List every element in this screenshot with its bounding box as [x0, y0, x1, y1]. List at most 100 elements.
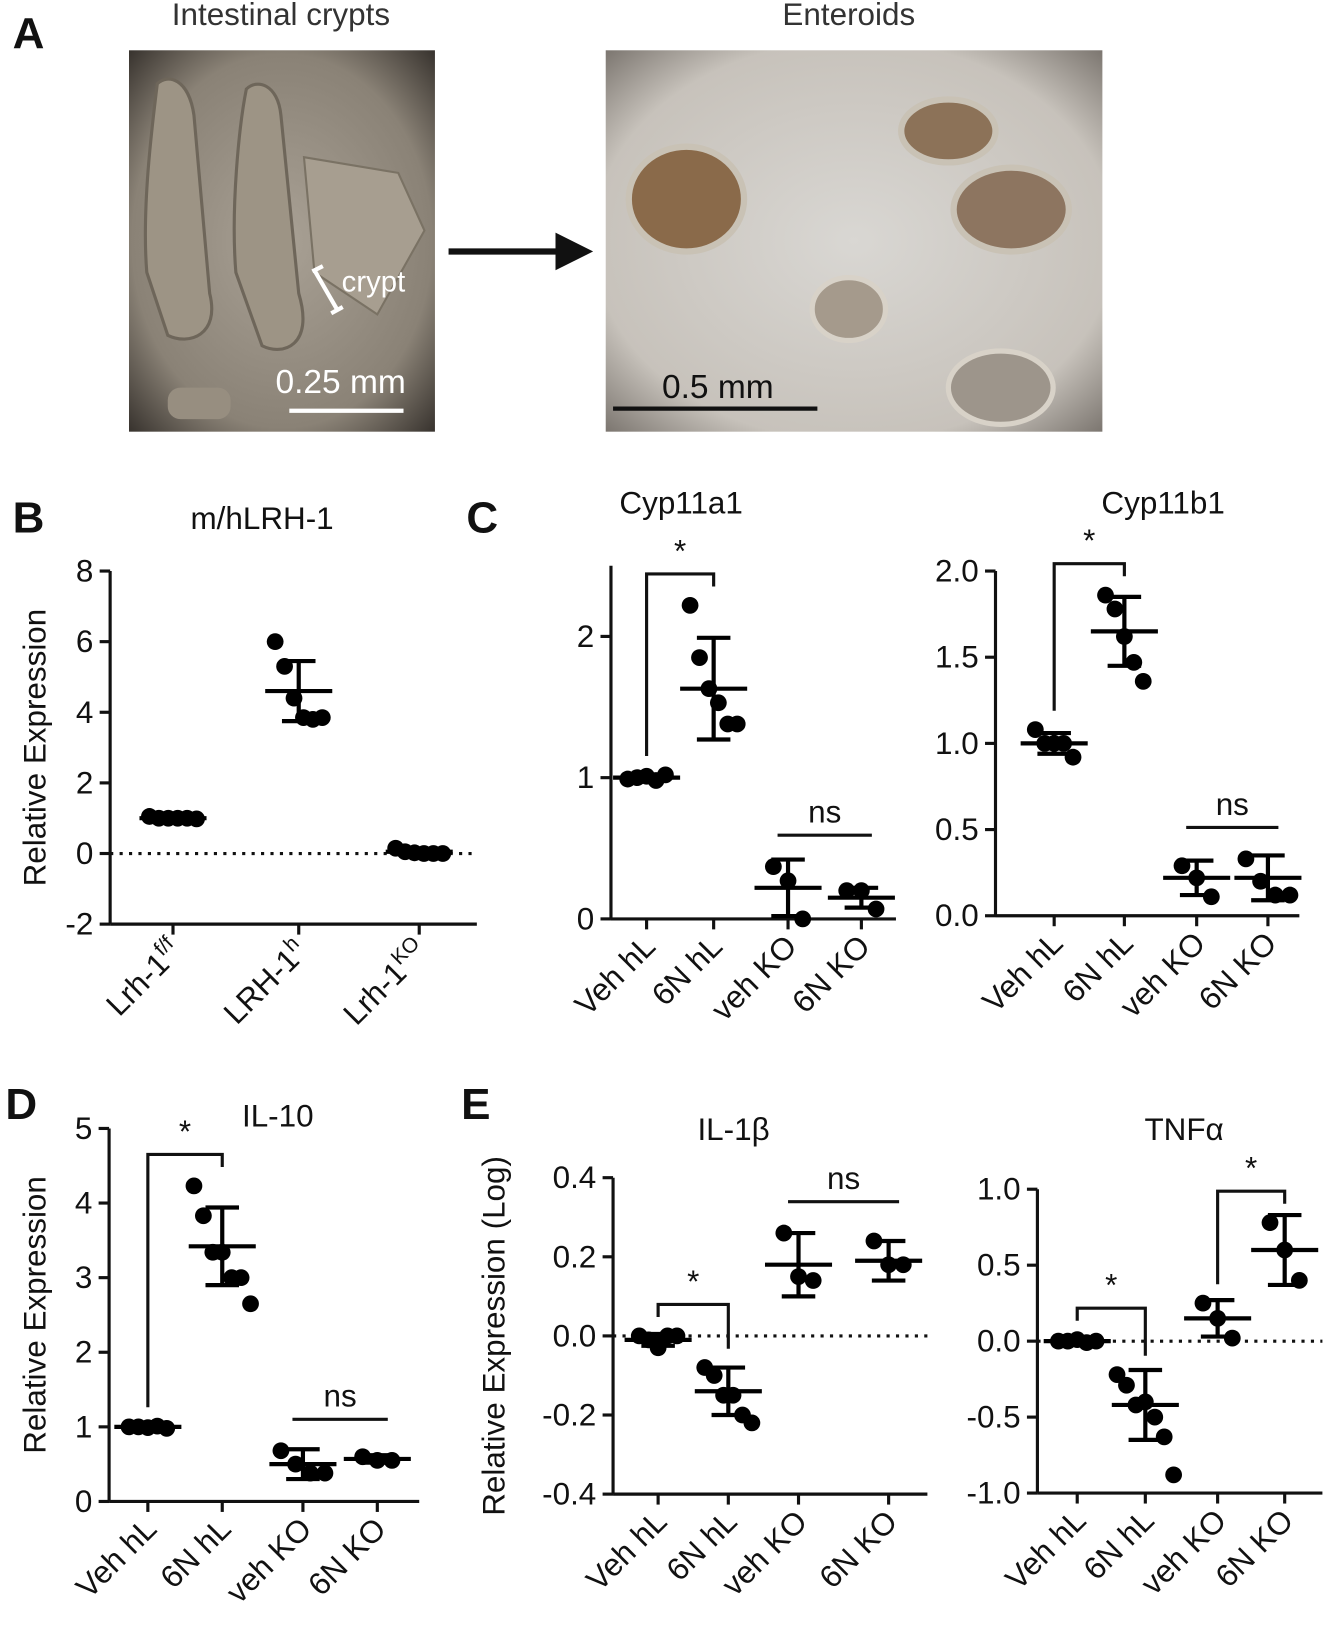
x-tick-label: veh KO: [705, 928, 804, 1027]
y-tick-label: 0.0: [935, 898, 979, 933]
micrograph-right: [605, 50, 1103, 432]
y-tick-label: 0: [75, 1484, 92, 1519]
data-point: [1118, 1376, 1135, 1394]
image-title: Enteroids: [782, 0, 915, 32]
y-tick-label: -0.4: [542, 1477, 596, 1512]
x-tick-label: Veh hL: [69, 1511, 163, 1605]
x-tick-label: LRH-1h: [215, 932, 314, 1031]
panel-label: D: [5, 1080, 37, 1129]
data-point: [1261, 1214, 1279, 1232]
data-point: [195, 1207, 212, 1225]
data-point: [681, 596, 699, 614]
significance-bracket: [656, 1302, 730, 1349]
data-point: [1237, 850, 1255, 868]
category-base: LRH-1: [217, 942, 306, 1031]
y-tick-label: -1.0: [966, 1476, 1020, 1511]
y-tick-label: 2.0: [935, 554, 979, 589]
data-point: [728, 715, 746, 733]
x-tick-label: Lrh-1f/f: [98, 932, 189, 1023]
chart-title: TNFα: [1144, 1112, 1223, 1147]
y-tick-label: 1: [577, 760, 594, 795]
y-tick-label: 1.0: [977, 1172, 1021, 1207]
significance-label: *: [674, 533, 686, 568]
annotation: crypt: [342, 265, 406, 298]
y-tick-label: 2: [577, 619, 594, 654]
chart-title: Cyp11a1: [619, 485, 742, 520]
data-point: [242, 1295, 259, 1313]
panel-label: A: [13, 9, 45, 58]
y-tick-label: 3: [75, 1260, 92, 1295]
data-point: [1155, 1428, 1173, 1446]
y-tick-label: -0.2: [542, 1397, 596, 1432]
x-tick-label: Lrh-1KO: [335, 932, 435, 1032]
y-tick-label: -0.5: [966, 1400, 1020, 1435]
y-tick-label: 8: [76, 554, 93, 589]
data-point: [1064, 748, 1082, 766]
significance-label: ns: [827, 1161, 860, 1196]
x-tick-label: Veh hL: [976, 925, 1070, 1019]
data-point: [313, 709, 331, 726]
panel-label: B: [13, 493, 45, 542]
y-tick-label: 0.2: [553, 1239, 597, 1274]
scale-label: 0.25 mm: [275, 364, 405, 401]
y-tick-label: 0.0: [553, 1318, 597, 1353]
y-tick-label: 5: [75, 1111, 92, 1146]
data-point: [1281, 886, 1299, 904]
data-point: [1194, 1294, 1212, 1312]
significance-bracket: [1216, 1189, 1287, 1285]
y-axis-label: Relative Expression: [18, 609, 53, 887]
y-tick-label: 4: [76, 695, 93, 730]
y-tick-label: 6: [76, 624, 93, 659]
y-tick-label: 0.5: [977, 1248, 1021, 1283]
data-point: [764, 858, 782, 876]
data-point: [316, 1464, 334, 1482]
significance-label: *: [687, 1264, 699, 1299]
data-point: [185, 1177, 203, 1195]
data-point: [1026, 721, 1044, 738]
x-tick-label: 6N KO: [1192, 925, 1283, 1016]
data-point: [1097, 586, 1114, 604]
data-point: [743, 1414, 761, 1432]
significance-bracket: [146, 1152, 224, 1408]
y-tick-label: -2: [65, 907, 93, 942]
x-tick-label: 6N KO: [813, 1504, 904, 1595]
x-tick-label: 6N KO: [301, 1511, 392, 1602]
panel-label: E: [461, 1080, 490, 1129]
x-tick-label: Veh hL: [580, 1504, 674, 1598]
chart-title: IL-10: [242, 1098, 314, 1133]
data-point: [794, 910, 812, 928]
y-axis-label: Relative Expression (Log): [476, 1156, 511, 1516]
y-tick-label: 1.5: [935, 640, 979, 675]
significance-bracket: [645, 572, 716, 756]
data-point: [705, 1367, 723, 1384]
significance-label: *: [1245, 1151, 1257, 1186]
significance-label: ns: [1216, 787, 1249, 822]
significance-label: ns: [324, 1379, 357, 1414]
y-tick-label: 4: [75, 1186, 92, 1221]
y-tick-label: 0: [577, 901, 594, 936]
chart-title: m/hLRH-1: [190, 501, 333, 536]
data-point: [1165, 1466, 1183, 1484]
data-point: [804, 1272, 822, 1289]
y-tick-label: 0.5: [935, 812, 979, 847]
y-axis-label: Relative Expression: [18, 1176, 53, 1454]
x-tick-label: veh KO: [219, 1511, 318, 1610]
y-tick-label: 1: [75, 1409, 92, 1444]
image-title: Intestinal crypts: [172, 0, 390, 32]
scale-label: 0.5 mm: [662, 369, 774, 406]
data-point: [691, 649, 708, 666]
significance-label: *: [179, 1114, 191, 1149]
panel-label: C: [466, 493, 498, 542]
y-tick-label: 0.0: [977, 1324, 1021, 1359]
data-point: [1134, 672, 1152, 690]
x-tick-label: Veh hL: [568, 928, 662, 1022]
significance-label: *: [1105, 1268, 1117, 1303]
significance-bracket: [1075, 1306, 1147, 1356]
data-point: [272, 1442, 290, 1460]
significance-label: ns: [808, 795, 841, 830]
data-point: [232, 1269, 250, 1287]
data-point: [1125, 654, 1143, 671]
data-point: [1106, 600, 1124, 618]
y-tick-label: 0.4: [553, 1160, 597, 1195]
